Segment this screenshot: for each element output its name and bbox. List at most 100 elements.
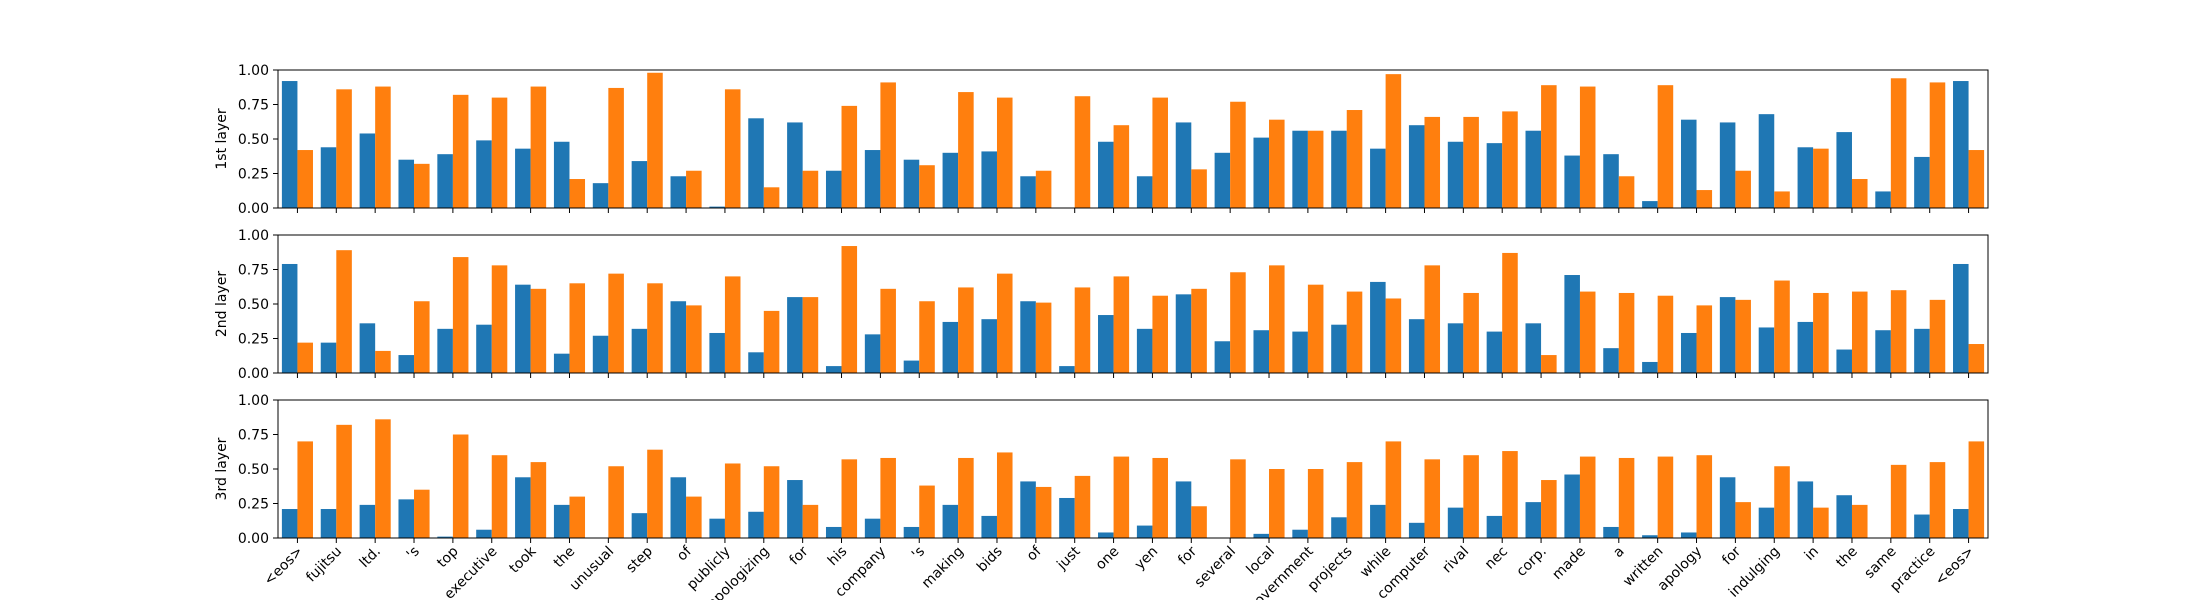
bar-p1-s1-18 — [981, 151, 997, 208]
bar-p3-s1-42 — [1914, 514, 1930, 538]
bar-p2-s1-31 — [1486, 331, 1503, 373]
bar-p1-s1-16 — [903, 159, 920, 208]
bar-p2-s2-30 — [1463, 292, 1479, 373]
bar-p3-s2-35 — [1657, 456, 1674, 538]
bar-p2-s2-33 — [1579, 291, 1596, 373]
bar-p3-s2-1 — [336, 424, 352, 538]
bar-p2-s2-26 — [1307, 284, 1324, 373]
bar-p2-s1-43 — [1953, 263, 1969, 373]
bar-p1-s2-8 — [608, 87, 624, 208]
bar-p2-s2-1 — [336, 250, 352, 373]
x-tick-label: bids — [974, 544, 1006, 576]
bar-p3-s2-25 — [1269, 469, 1285, 538]
bar-p3-s2-32 — [1541, 480, 1557, 538]
bar-p1-s1-23 — [1175, 122, 1192, 208]
bar-p3-s1-12 — [748, 511, 764, 538]
y-tick-label: 1.00 — [238, 63, 269, 79]
x-tick-label: of — [1024, 543, 1046, 565]
bar-p2-s1-4 — [437, 328, 453, 373]
bar-p2-s2-16 — [919, 301, 935, 373]
bar-p2-s2-40 — [1851, 291, 1868, 373]
x-tick-label: in — [1802, 544, 1822, 564]
bar-p3-s1-1 — [320, 509, 337, 538]
bar-p2-s2-21 — [1113, 276, 1130, 373]
bar-p1-s1-2 — [359, 133, 376, 208]
bar-p2-s1-0 — [281, 263, 298, 373]
bar-p1-s1-0 — [281, 81, 298, 208]
x-tick-label: for — [1175, 543, 1200, 568]
bar-p3-s1-18 — [981, 515, 997, 538]
bar-p3-s2-2 — [375, 419, 391, 538]
x-tick-label: for — [787, 543, 812, 568]
bar-p1-s2-4 — [452, 94, 469, 208]
bar-p1-s1-3 — [398, 159, 415, 208]
bar-p1-s1-24 — [1214, 152, 1231, 208]
bar-p2-s1-18 — [981, 319, 997, 373]
bar-p2-s2-41 — [1890, 290, 1907, 373]
bar-p1-s2-31 — [1502, 111, 1518, 208]
bar-p2-s2-4 — [452, 257, 469, 373]
bar-p2-s2-24 — [1230, 272, 1246, 373]
bar-p1-s2-2 — [375, 86, 391, 208]
bar-p1-s2-34 — [1618, 176, 1635, 208]
x-tick-label: ltd. — [357, 544, 384, 571]
bar-p2-s2-39 — [1813, 292, 1829, 373]
bar-p3-s1-38 — [1758, 507, 1775, 538]
bar-p3-s2-29 — [1424, 459, 1441, 538]
y-tick-label: 0.00 — [238, 366, 269, 382]
bar-p1-s2-15 — [880, 82, 896, 208]
bar-p2-s1-5 — [476, 324, 492, 373]
bar-p1-s1-31 — [1486, 143, 1503, 208]
bar-p3-s1-36 — [1680, 532, 1697, 538]
bar-p1-s1-37 — [1719, 122, 1736, 208]
bar-p2-s2-6 — [530, 288, 547, 373]
bar-p3-s2-14 — [841, 459, 858, 538]
bar-p1-s2-19 — [1035, 170, 1052, 208]
bar-p3-s1-39 — [1797, 481, 1814, 538]
y-tick-label: 0.50 — [238, 462, 269, 478]
bar-p1-s2-41 — [1890, 78, 1907, 208]
bar-p3-s2-27 — [1346, 462, 1363, 538]
x-tick-label: making — [919, 544, 967, 592]
x-tick-label: 's — [404, 544, 423, 563]
bar-p3-s2-26 — [1307, 469, 1324, 538]
bar-p3-s2-30 — [1463, 455, 1479, 538]
bar-p3-s2-23 — [1191, 506, 1207, 538]
x-tick-label: made — [1549, 544, 1588, 583]
bar-p1-s1-30 — [1447, 141, 1464, 208]
x-tick-label: fujitsu — [303, 544, 345, 586]
bar-p1-s2-18 — [996, 97, 1013, 208]
bar-p1-s1-6 — [515, 148, 531, 208]
bar-p3-s1-2 — [359, 504, 376, 538]
bar-p2-s1-11 — [709, 332, 725, 373]
bar-p2-s2-25 — [1269, 265, 1285, 373]
bar-p2-s1-29 — [1408, 319, 1425, 373]
bar-p2-s1-42 — [1914, 328, 1930, 373]
x-tick-label: a — [1610, 544, 1627, 561]
bar-p2-s2-10 — [686, 305, 702, 373]
bar-p2-s1-24 — [1214, 341, 1231, 373]
x-tick-label: while — [1357, 544, 1394, 581]
bar-p3-s2-12 — [763, 466, 780, 538]
bar-p2-s1-26 — [1292, 331, 1308, 373]
bar-p3-s2-20 — [1074, 475, 1091, 538]
bar-p1-s1-13 — [787, 122, 803, 208]
bar-p3-s1-23 — [1175, 481, 1192, 538]
bar-p1-s1-42 — [1914, 156, 1930, 208]
bar-p1-s1-33 — [1564, 155, 1580, 208]
bar-p1-s2-36 — [1696, 190, 1713, 208]
bar-p1-s2-37 — [1735, 170, 1751, 208]
bar-p1-s1-27 — [1331, 130, 1347, 208]
bar-p1-s2-14 — [841, 105, 858, 208]
bar-p3-s2-43 — [1968, 441, 1985, 538]
bar-p3-s1-20 — [1059, 497, 1075, 538]
bar-p1-s2-0 — [297, 150, 313, 208]
bar-p2-s1-13 — [787, 297, 803, 373]
bar-p3-s2-42 — [1929, 462, 1946, 538]
bar-p3-s1-14 — [825, 526, 842, 538]
bar-p2-s2-35 — [1657, 295, 1674, 373]
bar-p3-s2-13 — [802, 504, 819, 538]
bar-p1-s1-34 — [1603, 154, 1619, 208]
bar-p1-s1-41 — [1875, 191, 1891, 208]
bar-p3-s1-25 — [1253, 533, 1270, 538]
